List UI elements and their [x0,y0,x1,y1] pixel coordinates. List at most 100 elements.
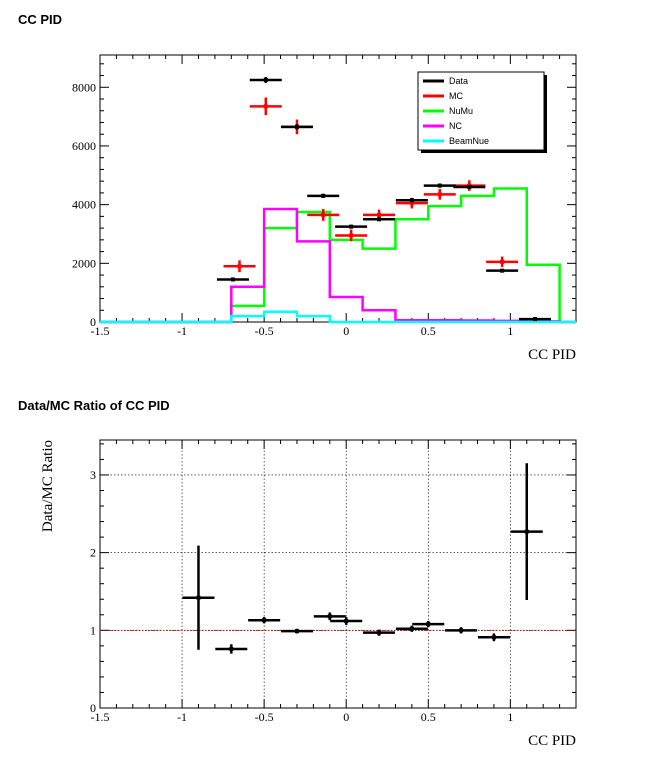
ratio-point [313,612,346,621]
ratio-point [330,617,363,625]
marker [500,259,505,264]
marker [237,264,242,269]
legend-label: BeamNue [449,136,489,146]
x-tick-label: 1 [507,324,513,338]
legend: Data MC NuMu NC BeamNue [417,71,547,153]
plot-frame [99,439,577,709]
y-tick-label: 0 [90,315,96,329]
y-tick-label: 3 [90,468,96,482]
x-tick-label: 0 [343,710,349,724]
marker [409,198,414,203]
marker [349,224,354,229]
marker [437,192,442,197]
legend-label: MC [449,91,463,101]
marker [327,614,332,619]
plot-panel-0: -1.5 -1 -0.5 0 0.5 1 0 2000 4000 6000 8000 CC PID Da… [72,54,577,363]
marker [409,201,414,206]
x-tick-label: -1 [177,710,187,724]
marker [294,629,299,634]
marker [377,212,382,217]
legend-entry: NC [423,121,462,131]
series-data-point [423,183,456,188]
legend-entry: BeamNue [423,136,489,146]
ratio-point [215,644,248,654]
y-tick-label: 6000 [72,139,96,153]
x-tick-label: 1 [507,710,513,724]
series-data-point [395,198,428,203]
marker [294,124,299,129]
marker [426,622,431,627]
ratio-point [510,463,543,601]
y-tick-label: 4000 [72,198,96,212]
ratio-point [363,629,396,636]
marker [459,628,464,633]
series-mc-point [486,256,519,268]
marker [532,317,537,322]
histogram-line-beamnue [100,310,576,324]
marker [500,268,505,273]
marker [230,277,235,282]
series-mc-point [335,229,368,242]
marker [229,646,234,651]
y-tick-label: 2 [90,546,96,560]
ratio-point [395,625,428,632]
ratio-point [280,628,313,634]
series-data-point [249,77,282,83]
x-tick-label: -1.5 [91,324,110,338]
marker [377,217,382,222]
histogram-title: CC PID [18,12,63,27]
marker [321,212,326,217]
series-data-point [486,268,519,273]
series-data-point [363,217,396,222]
x-tick-label: 0 [343,324,349,338]
legend-label: NC [449,121,462,131]
marker [467,185,472,190]
ratio-point [445,627,478,634]
legend-label: NuMu [449,106,473,116]
marker [349,233,354,238]
series-data-point [335,224,368,229]
marker [524,529,529,534]
marker [262,618,267,623]
marker [321,193,326,198]
x-axis-title: CC PID [528,347,576,363]
ratio-point [248,617,281,624]
x-tick-label: -1 [177,324,187,338]
marker [491,635,496,640]
y-tick-label: 1 [90,623,96,637]
legend-entry: MC [423,91,463,101]
y-tick-label: 8000 [72,80,96,94]
ratio-point [182,545,215,650]
y-tick-label: 0 [90,701,96,715]
y-tick-label: 2000 [72,256,96,270]
marker [437,183,442,188]
series-data-point [216,277,249,282]
legend-entry: Data [423,76,468,86]
ratio-point [412,620,445,628]
series-mc-point [307,209,340,221]
series-mc-point [423,189,456,200]
legend-label: Data [449,76,468,86]
marker [263,104,268,109]
plot-panel-1: -1.5 -1 -0.5 0 0.5 1 0 1 2 3 CC PID Data/MC Ratio [40,439,577,749]
x-tick-label: 0.5 [421,710,436,724]
ratio-point [477,633,510,642]
ratio-plot-title: Data/MC Ratio of CC PID [18,398,170,413]
series-data-point [280,124,313,130]
x-tick-label: 0.5 [421,324,436,338]
marker [196,595,201,600]
x-axis-title: CC PID [528,733,576,749]
histogram-line-numu [100,187,576,324]
x-tick-label: -1.5 [91,710,110,724]
legend-entry: NuMu [423,106,473,116]
series-data-point [518,317,551,322]
x-tick-label: -0.5 [255,324,274,338]
marker [409,626,414,631]
y-axis-title: Data/MC Ratio [40,440,56,532]
marker [263,77,268,82]
marker [344,618,349,623]
marker [377,630,382,635]
series-mc-point [249,97,282,116]
series-data-point [307,193,340,198]
